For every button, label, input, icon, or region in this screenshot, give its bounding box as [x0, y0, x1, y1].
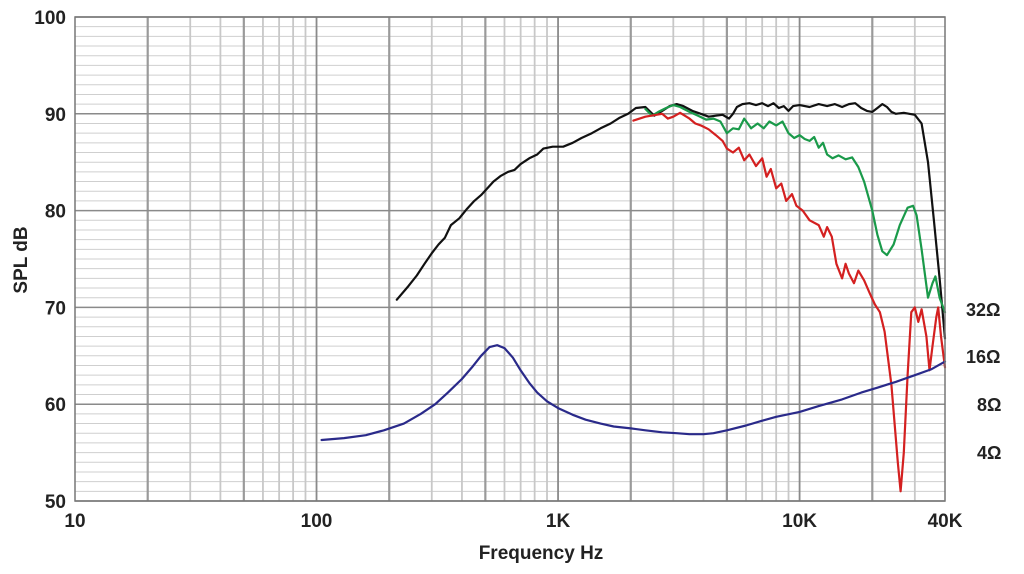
x-axis-title: Frequency Hz: [479, 543, 604, 564]
impedance-label-8: 8Ω: [977, 395, 1001, 415]
plot-frame: [74, 16, 946, 502]
y-tick-labels: 50 60 70 80 90 100: [34, 8, 66, 513]
impedance-label-32: 32Ω: [966, 300, 1000, 320]
y-tick-label-90: 90: [45, 105, 66, 126]
series-line-1: [395, 102, 947, 340]
x-tick-label-40k: 40K: [928, 511, 963, 532]
y-tick-label-60: 60: [45, 395, 66, 416]
y-tick-label-50: 50: [45, 492, 66, 513]
impedance-label-16: 16Ω: [966, 347, 1000, 367]
x-tick-label-1k: 1K: [546, 511, 571, 532]
series-line-3: [632, 111, 947, 493]
y-axis-title: SPL dB: [11, 226, 32, 293]
series-line-2: [644, 104, 947, 314]
x-tick-labels: 10 100 1K 10K 40K: [64, 511, 962, 532]
impedance-scale-labels: 32Ω 16Ω 8Ω 4Ω: [966, 300, 1001, 463]
x-tick-label-10k: 10K: [782, 511, 817, 532]
series-line-4: [320, 344, 947, 442]
x-tick-label-10: 10: [64, 511, 85, 532]
y-tick-label-70: 70: [45, 298, 66, 319]
y-tick-label-100: 100: [34, 8, 66, 29]
x-tick-label-100: 100: [301, 511, 333, 532]
series-layer: [320, 102, 947, 493]
impedance-label-4: 4Ω: [977, 443, 1001, 463]
y-tick-label-80: 80: [45, 202, 66, 223]
